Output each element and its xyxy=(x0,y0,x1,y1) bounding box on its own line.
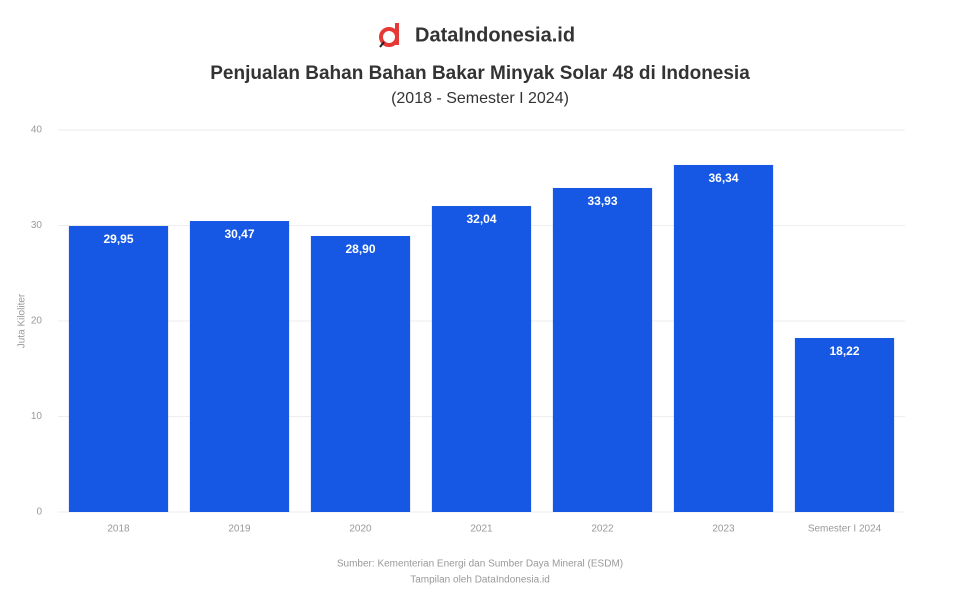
y-axis-label: Juta Kiloliter xyxy=(17,293,28,348)
bar xyxy=(552,187,653,512)
bar xyxy=(431,206,532,512)
data-label: 33,93 xyxy=(587,194,617,208)
y-tick-label: 40 xyxy=(31,125,43,136)
bar xyxy=(189,221,290,512)
y-tick-label: 0 xyxy=(36,507,42,518)
x-tick-label: 2020 xyxy=(349,524,372,535)
data-label: 32,04 xyxy=(466,212,496,226)
data-label: 29,95 xyxy=(103,232,133,246)
data-label: 30,47 xyxy=(224,227,254,241)
y-tick-label: 10 xyxy=(31,411,43,422)
source-note: Tampilan oleh DataIndonesia.id xyxy=(410,575,550,586)
bar xyxy=(673,164,774,512)
y-tick-label: 30 xyxy=(31,220,43,231)
x-tick-label: 2019 xyxy=(228,524,251,535)
x-tick-label: 2022 xyxy=(591,524,614,535)
bar xyxy=(794,337,895,512)
bar xyxy=(310,236,411,512)
data-label: 36,34 xyxy=(708,171,738,185)
y-tick-label: 20 xyxy=(31,316,43,327)
data-label: 18,22 xyxy=(829,344,859,358)
x-tick-label: 2018 xyxy=(107,524,130,535)
bar xyxy=(68,225,169,513)
x-tick-label: 2023 xyxy=(712,524,735,535)
x-tick-label: Semester I 2024 xyxy=(808,524,882,535)
source: Sumber: Kementerian Energi dan Sumber Da… xyxy=(337,559,623,570)
brand-logo xyxy=(379,23,399,48)
x-tick-label: 2021 xyxy=(470,524,493,535)
chart-subtitle: (2018 - Semester I 2024) xyxy=(391,90,569,107)
chart-title: Penjualan Bahan Bahan Bakar Minyak Solar… xyxy=(210,63,750,84)
brand-name: DataIndonesia.id xyxy=(415,24,575,46)
data-label: 28,90 xyxy=(345,242,375,256)
